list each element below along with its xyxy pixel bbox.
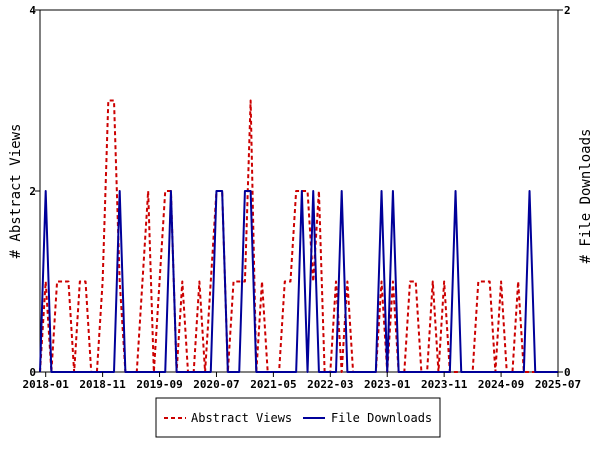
x-tick-label: 2019-09	[136, 378, 182, 391]
legend-box	[155, 397, 441, 438]
x-tick-label: 2023-01	[364, 378, 411, 391]
y-left-tick-label: 2	[29, 185, 36, 198]
x-tick-label: 2021-05	[250, 378, 296, 391]
legend-label-file-downloads: File Downloads	[331, 411, 432, 425]
x-tick-label: 2022-03	[307, 378, 353, 391]
x-tick-label: 2018-01	[23, 378, 70, 391]
y-right-tick-label: 0	[564, 366, 571, 379]
y-left-tick-label: 4	[29, 4, 36, 17]
y-right-tick-label: 2	[564, 4, 571, 17]
legend: Abstract Views File Downloads	[155, 397, 441, 438]
x-tick-label: 2025-07	[535, 378, 581, 391]
series-line-file-downloads	[39, 190, 558, 373]
x-tick-label: 2020-07	[193, 378, 239, 391]
y-axis-right-title: # File Downloads	[578, 129, 594, 264]
y-left-tick-label: 0	[29, 366, 36, 379]
x-tick-label: 2023-11	[421, 378, 468, 391]
legend-label-abstract-views: Abstract Views	[191, 411, 292, 425]
x-tick-label: 2024-09	[478, 378, 524, 391]
axis-layer: 2018-01 2018-11 2019-09 2020-07 2021-05 2022-…	[23, 4, 582, 391]
series-layer	[39, 99, 558, 373]
y-axis-left-title: # Abstract Views	[8, 124, 24, 259]
x-tick-label: 2018-11	[79, 378, 126, 391]
